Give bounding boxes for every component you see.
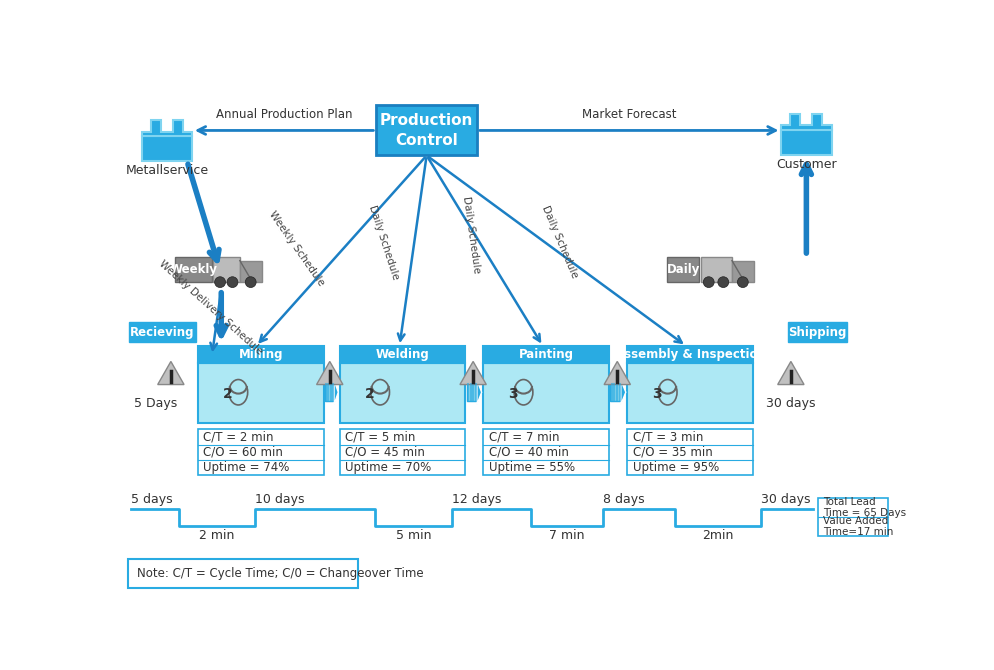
Circle shape xyxy=(215,277,226,287)
FancyBboxPatch shape xyxy=(627,429,752,476)
Text: C/T = 2 min: C/T = 2 min xyxy=(203,430,273,444)
FancyBboxPatch shape xyxy=(198,363,323,423)
Text: Recieving: Recieving xyxy=(130,326,195,339)
Text: 5 min: 5 min xyxy=(396,529,430,542)
Text: 30 days: 30 days xyxy=(765,397,815,410)
Circle shape xyxy=(227,277,238,287)
Ellipse shape xyxy=(229,379,248,405)
Circle shape xyxy=(737,277,747,287)
FancyBboxPatch shape xyxy=(780,130,831,155)
Text: Annual Production Plan: Annual Production Plan xyxy=(216,109,352,121)
FancyBboxPatch shape xyxy=(627,363,752,423)
Polygon shape xyxy=(780,114,831,130)
FancyBboxPatch shape xyxy=(817,498,887,536)
Text: 12 days: 12 days xyxy=(451,493,501,507)
FancyBboxPatch shape xyxy=(700,257,732,282)
FancyBboxPatch shape xyxy=(483,363,608,423)
Circle shape xyxy=(717,277,728,287)
Circle shape xyxy=(703,277,714,287)
Text: Market Forecast: Market Forecast xyxy=(581,109,676,121)
FancyBboxPatch shape xyxy=(609,383,620,401)
Text: 5 Days: 5 Days xyxy=(133,397,177,410)
Polygon shape xyxy=(142,120,192,136)
FancyBboxPatch shape xyxy=(198,346,323,363)
FancyBboxPatch shape xyxy=(325,383,334,401)
Text: 8 days: 8 days xyxy=(602,493,644,507)
Text: C/O = 35 min: C/O = 35 min xyxy=(632,446,712,459)
FancyBboxPatch shape xyxy=(175,257,212,282)
Circle shape xyxy=(246,277,255,287)
Text: Daily Schedule: Daily Schedule xyxy=(540,204,580,280)
Text: Total Lead
Time = 65 Days: Total Lead Time = 65 Days xyxy=(823,496,906,518)
Text: C/T = 7 min: C/T = 7 min xyxy=(488,430,559,444)
FancyBboxPatch shape xyxy=(376,105,476,155)
Text: Assembly & Inspection: Assembly & Inspection xyxy=(614,348,764,361)
Text: Uptime = 55%: Uptime = 55% xyxy=(488,461,575,474)
FancyBboxPatch shape xyxy=(483,429,608,476)
FancyBboxPatch shape xyxy=(627,346,752,363)
Text: C/T = 5 min: C/T = 5 min xyxy=(345,430,415,444)
FancyBboxPatch shape xyxy=(240,261,261,282)
Text: 30 days: 30 days xyxy=(760,493,810,507)
Polygon shape xyxy=(620,380,625,405)
Text: Uptime = 95%: Uptime = 95% xyxy=(632,461,719,474)
FancyBboxPatch shape xyxy=(142,136,192,161)
Text: Note: C/T = Cycle Time; C/0 = Changeover Time: Note: C/T = Cycle Time; C/0 = Changeover… xyxy=(136,567,423,580)
FancyBboxPatch shape xyxy=(214,257,240,282)
Text: Production
Control: Production Control xyxy=(380,113,473,148)
FancyBboxPatch shape xyxy=(129,322,196,342)
FancyBboxPatch shape xyxy=(198,429,323,476)
Text: Weekly: Weekly xyxy=(169,263,217,276)
Text: Daily Schedule: Daily Schedule xyxy=(367,204,401,281)
FancyBboxPatch shape xyxy=(787,322,846,342)
Text: 7 min: 7 min xyxy=(549,529,584,542)
Ellipse shape xyxy=(514,379,533,405)
Text: 2min: 2min xyxy=(702,529,733,542)
Text: 5 days: 5 days xyxy=(130,493,172,507)
Text: 2: 2 xyxy=(223,387,232,401)
Polygon shape xyxy=(334,380,338,405)
Ellipse shape xyxy=(658,379,676,405)
Text: Value Added
Time=17 min: Value Added Time=17 min xyxy=(823,516,893,537)
FancyBboxPatch shape xyxy=(128,559,357,588)
Text: Daily Schedule: Daily Schedule xyxy=(461,195,481,273)
Text: Uptime = 74%: Uptime = 74% xyxy=(203,461,289,474)
Polygon shape xyxy=(476,380,481,405)
Text: Weekly Schedule: Weekly Schedule xyxy=(266,209,326,287)
Text: C/T = 3 min: C/T = 3 min xyxy=(632,430,703,444)
Text: Painting: Painting xyxy=(518,348,573,361)
Polygon shape xyxy=(777,361,803,385)
Text: Daily: Daily xyxy=(666,263,699,276)
Polygon shape xyxy=(603,361,630,385)
FancyBboxPatch shape xyxy=(483,346,608,363)
Text: 3: 3 xyxy=(507,387,517,401)
Text: 3: 3 xyxy=(651,387,661,401)
Text: Customer: Customer xyxy=(775,158,836,171)
Text: 10 days: 10 days xyxy=(254,493,304,507)
Text: 2: 2 xyxy=(364,387,374,401)
FancyBboxPatch shape xyxy=(340,346,465,363)
Text: 2 min: 2 min xyxy=(199,529,234,542)
Polygon shape xyxy=(316,361,343,385)
Polygon shape xyxy=(459,361,486,385)
Text: Welding: Welding xyxy=(376,348,429,361)
Text: Shipping: Shipping xyxy=(787,326,846,339)
FancyBboxPatch shape xyxy=(732,261,752,282)
Text: C/O = 45 min: C/O = 45 min xyxy=(345,446,424,459)
Text: Metallservice: Metallservice xyxy=(125,164,209,177)
Text: Uptime = 70%: Uptime = 70% xyxy=(345,461,431,474)
Text: Milling: Milling xyxy=(239,348,282,361)
Ellipse shape xyxy=(371,379,389,405)
FancyBboxPatch shape xyxy=(466,383,476,401)
FancyBboxPatch shape xyxy=(340,363,465,423)
FancyBboxPatch shape xyxy=(666,257,699,282)
Text: Weekly Delivery Schedule: Weekly Delivery Schedule xyxy=(157,259,264,356)
FancyBboxPatch shape xyxy=(340,429,465,476)
Polygon shape xyxy=(157,361,184,385)
Text: C/O = 60 min: C/O = 60 min xyxy=(203,446,283,459)
Text: C/O = 40 min: C/O = 40 min xyxy=(488,446,568,459)
